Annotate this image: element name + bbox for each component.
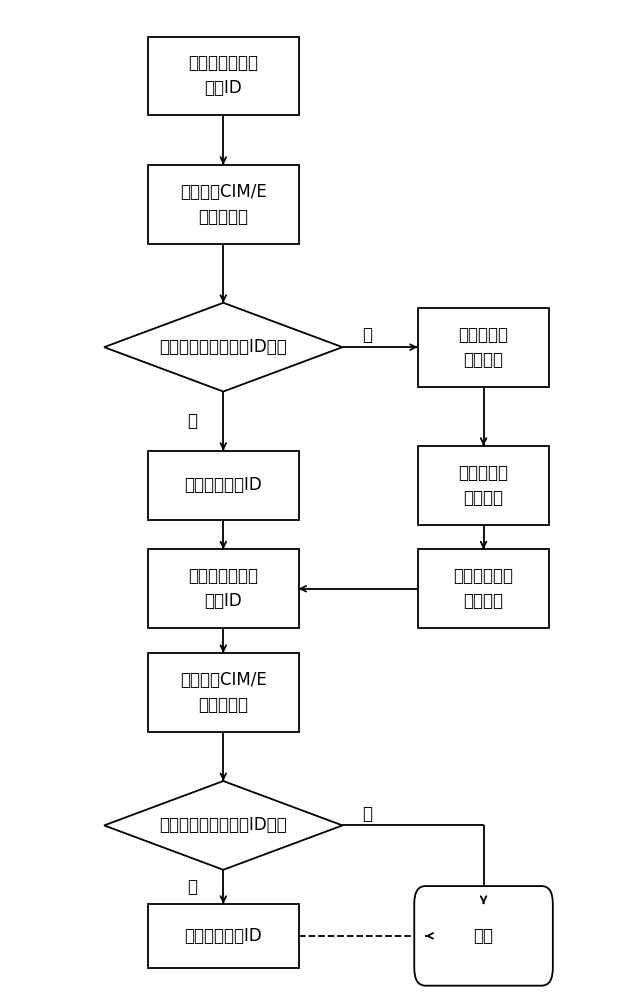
- FancyBboxPatch shape: [418, 549, 549, 628]
- FancyBboxPatch shape: [148, 653, 299, 732]
- Text: 获取电网CIM/E
模型厂站表: 获取电网CIM/E 模型厂站表: [180, 183, 267, 226]
- Text: 获取电网CIM/E
模型线路表: 获取电网CIM/E 模型线路表: [180, 671, 267, 714]
- FancyBboxPatch shape: [418, 308, 549, 387]
- Text: 厂站表数量多于厂站ID数量: 厂站表数量多于厂站ID数量: [160, 338, 287, 356]
- Text: 是: 是: [187, 878, 197, 896]
- Text: 获得增量厂站ID: 获得增量厂站ID: [185, 476, 262, 494]
- Polygon shape: [104, 303, 342, 392]
- Text: 获取接线画面的
线路ID: 获取接线画面的 线路ID: [188, 567, 258, 610]
- Text: 遍历画面的
厂站图元: 遍历画面的 厂站图元: [458, 326, 508, 369]
- Text: 线路表数量多于线路ID数量: 线路表数量多于线路ID数量: [160, 816, 287, 834]
- Text: 获得增量线路ID: 获得增量线路ID: [185, 927, 262, 945]
- FancyBboxPatch shape: [148, 549, 299, 628]
- FancyBboxPatch shape: [414, 886, 553, 986]
- Polygon shape: [104, 781, 342, 870]
- FancyBboxPatch shape: [148, 904, 299, 968]
- FancyBboxPatch shape: [418, 446, 549, 525]
- Text: 是: 是: [187, 412, 197, 430]
- Text: 结束: 结束: [474, 927, 494, 945]
- FancyBboxPatch shape: [148, 37, 299, 115]
- Text: 否: 否: [363, 326, 372, 344]
- Text: 获取接线画面的
厂站ID: 获取接线画面的 厂站ID: [188, 54, 258, 97]
- Text: 读取厂站的
设备信息: 读取厂站的 设备信息: [458, 464, 508, 507]
- Text: 否: 否: [363, 805, 372, 823]
- FancyBboxPatch shape: [148, 451, 299, 520]
- FancyBboxPatch shape: [148, 165, 299, 244]
- Text: 更新厂站图元
设备信息: 更新厂站图元 设备信息: [454, 567, 513, 610]
